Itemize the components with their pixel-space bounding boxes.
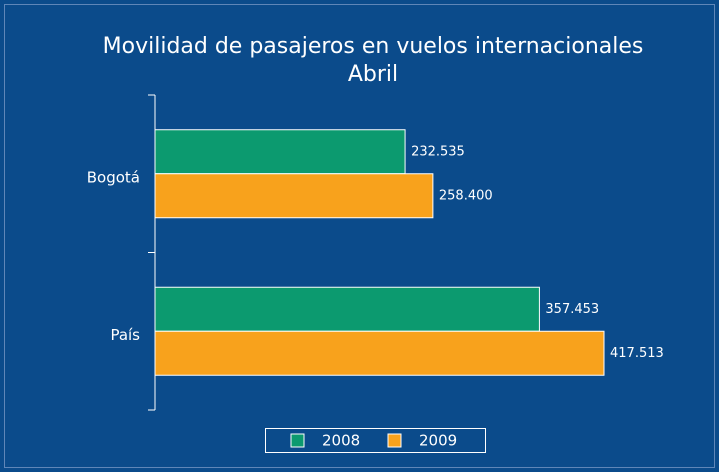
chart-subtitle: Abril xyxy=(348,62,398,87)
bar xyxy=(154,330,605,376)
legend-label: 2008 xyxy=(322,432,360,450)
data-label: 357.453 xyxy=(545,302,599,317)
data-label: 232.535 xyxy=(411,144,465,159)
bar xyxy=(154,173,434,219)
chart-title: Movilidad de pasajeros en vuelos interna… xyxy=(103,34,644,59)
data-label: 258.400 xyxy=(439,188,493,203)
frame xyxy=(4,4,715,468)
legend-swatch xyxy=(290,433,305,448)
y-tick-label: Bogotá xyxy=(87,168,140,186)
y-tick-label: País xyxy=(110,326,140,344)
legend-label: 2009 xyxy=(419,432,457,450)
bar xyxy=(154,286,540,332)
data-label: 417.513 xyxy=(610,346,664,361)
legend-swatch xyxy=(387,433,402,448)
bar xyxy=(154,129,406,175)
legend-box xyxy=(265,428,486,453)
